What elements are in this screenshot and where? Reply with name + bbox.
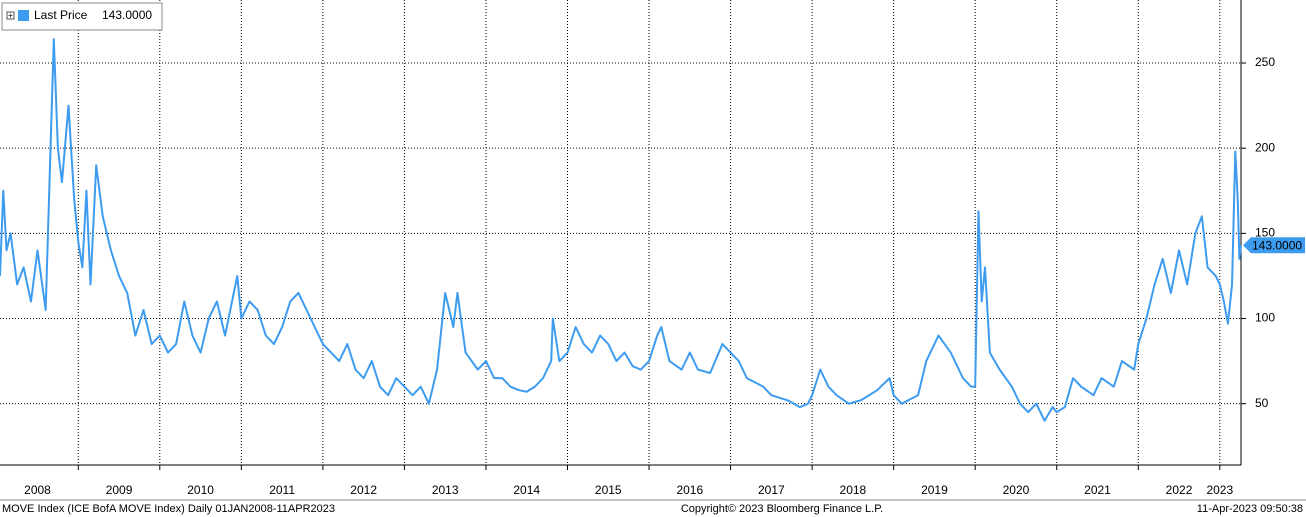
- x-tick-label: 2014: [513, 483, 540, 497]
- price-line: [0, 38, 1242, 422]
- x-tick-label: 2017: [758, 483, 785, 497]
- x-tick-label: 2023: [1206, 483, 1233, 497]
- y-tick-label: 150: [1255, 226, 1275, 240]
- legend-value: 143.0000: [102, 8, 152, 22]
- y-tick-label: 200: [1255, 140, 1275, 154]
- legend-label: Last Price: [34, 8, 88, 22]
- x-tick-label: 2012: [350, 483, 377, 497]
- x-tick-label: 2010: [187, 483, 214, 497]
- footer-copyright: Copyright© 2023 Bloomberg Finance L.P.: [681, 503, 883, 515]
- y-tick-label: 250: [1255, 55, 1275, 69]
- y-tick-label: 100: [1255, 311, 1275, 325]
- x-tick-label: 2009: [106, 483, 133, 497]
- x-tick-label: 2016: [676, 483, 703, 497]
- x-tick-label: 2015: [595, 483, 622, 497]
- last-price-label: 143.0000: [1252, 238, 1302, 252]
- y-tick-label: 50: [1255, 396, 1269, 410]
- x-tick-label: 2011: [269, 483, 295, 497]
- last-price-tag: [1243, 237, 1305, 254]
- legend-swatch: [18, 10, 29, 21]
- x-tick-label: 2022: [1166, 483, 1193, 497]
- footer-source: MOVE Index (ICE BofA MOVE Index) Daily 0…: [2, 503, 335, 515]
- x-tick-label: 2018: [840, 483, 867, 497]
- x-tick-label: 2019: [921, 483, 948, 497]
- legend: Last Price 143.0000: [1, 2, 163, 31]
- x-tick-label: 2008: [24, 483, 51, 497]
- footer-timestamp: 11-Apr-2023 09:50:38: [1197, 503, 1303, 515]
- x-tick-label: 2021: [1084, 483, 1111, 497]
- x-tick-label: 2013: [432, 483, 459, 497]
- x-tick-label: 2020: [1003, 483, 1030, 497]
